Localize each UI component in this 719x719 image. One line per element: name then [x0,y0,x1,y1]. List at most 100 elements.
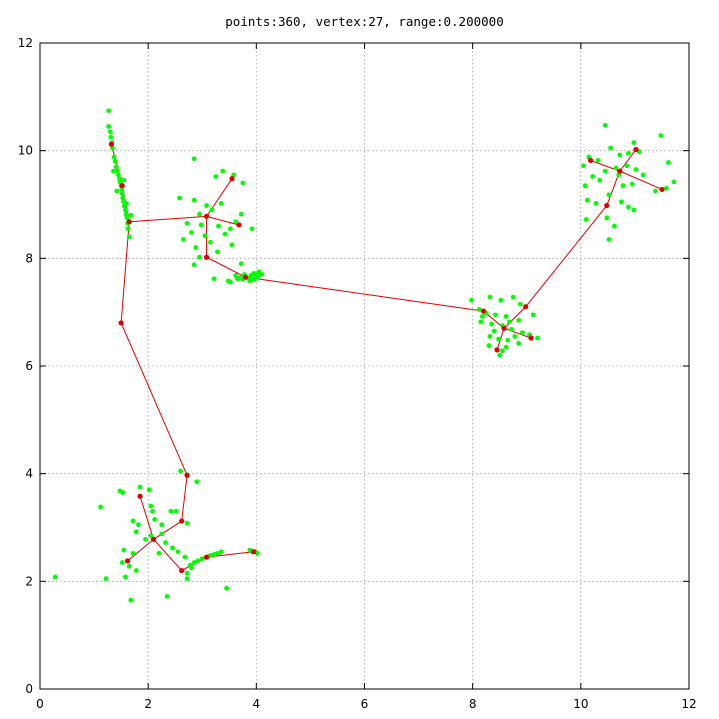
data-point [133,529,139,535]
data-point [209,207,215,213]
data-point [180,237,186,242]
data-point [168,508,174,514]
data-point [218,201,224,206]
data-point [117,179,123,185]
data-point [663,185,669,191]
edge-segment [245,276,484,312]
vertex-point [251,549,257,555]
data-point [498,297,504,303]
data-point [238,261,244,267]
data-point [624,163,630,169]
edge-segment [503,306,527,329]
data-point [123,211,129,217]
data-point [581,163,586,169]
data-point [106,108,112,114]
data-point [191,197,197,203]
y-tick-label: 8 [25,251,33,265]
data-point [159,522,165,528]
data-point [489,321,494,327]
vertex-point [604,202,610,209]
data-point [247,278,253,284]
data-point [146,487,152,493]
data-point [204,203,209,208]
data-point [255,550,260,556]
x-tick-label: 12 [681,697,696,711]
vertex-point [587,157,594,163]
data-point [604,215,610,221]
vertex-point [203,554,210,560]
data-point [486,343,492,348]
vertex-point [523,304,529,310]
data-point [121,547,127,553]
data-point [170,545,175,551]
data-point [113,164,119,170]
data-point [130,518,136,524]
data-point [476,307,482,312]
data-point [611,223,617,229]
data-point [125,226,131,232]
data-point [613,165,619,171]
vertex-point [229,176,235,182]
data-point [191,560,197,565]
edge-segment [181,475,188,522]
data-point [214,550,220,556]
data-point [593,201,599,206]
data-point [222,231,228,237]
edge-segment [206,215,240,226]
data-point [164,594,170,599]
edge-segment [127,538,154,562]
x-tick-label: 2 [144,697,152,711]
data-point [182,554,188,560]
data-point [520,330,525,336]
data-point [119,191,125,197]
x-tick-label: 8 [469,697,477,711]
data-point [227,279,233,285]
data-point [191,262,197,268]
data-point [666,160,671,165]
data-point [505,337,511,343]
data-point [103,576,109,582]
data-point [211,276,217,282]
data-point [202,233,208,239]
data-point [184,576,190,582]
data-point [500,348,505,354]
vertex-point [203,254,210,260]
data-point [606,237,612,242]
data-point [583,217,589,222]
data-point [112,159,118,164]
vertex-point [125,558,131,564]
data-point [629,181,635,187]
data-point [159,531,165,537]
y-tick-label: 6 [25,359,33,373]
data-point [123,574,128,580]
data-point [590,174,596,179]
data-point [491,328,497,334]
vertex-point [236,222,242,228]
data-point [184,570,190,576]
data-point [252,276,258,282]
data-point [216,223,221,229]
data-point [178,468,184,474]
data-point [116,172,121,178]
plot-area-frame [39,42,690,690]
data-point [163,540,168,545]
vertex-point [242,274,249,280]
data-point [224,585,229,591]
data-point [233,219,239,225]
vertex-point [179,518,185,524]
edge-segment [503,327,532,339]
data-point [229,242,235,248]
data-point [606,192,612,198]
grid-lines [40,43,689,689]
vertex-point [118,320,124,326]
data-point [238,211,244,217]
data-point [595,157,601,163]
data-point [478,319,484,325]
data-point [218,549,224,555]
data-point [114,188,120,194]
data-point [626,150,631,156]
edge-segment [525,205,608,308]
data-point [128,212,134,218]
data-point [507,319,512,325]
data-point [189,230,194,235]
